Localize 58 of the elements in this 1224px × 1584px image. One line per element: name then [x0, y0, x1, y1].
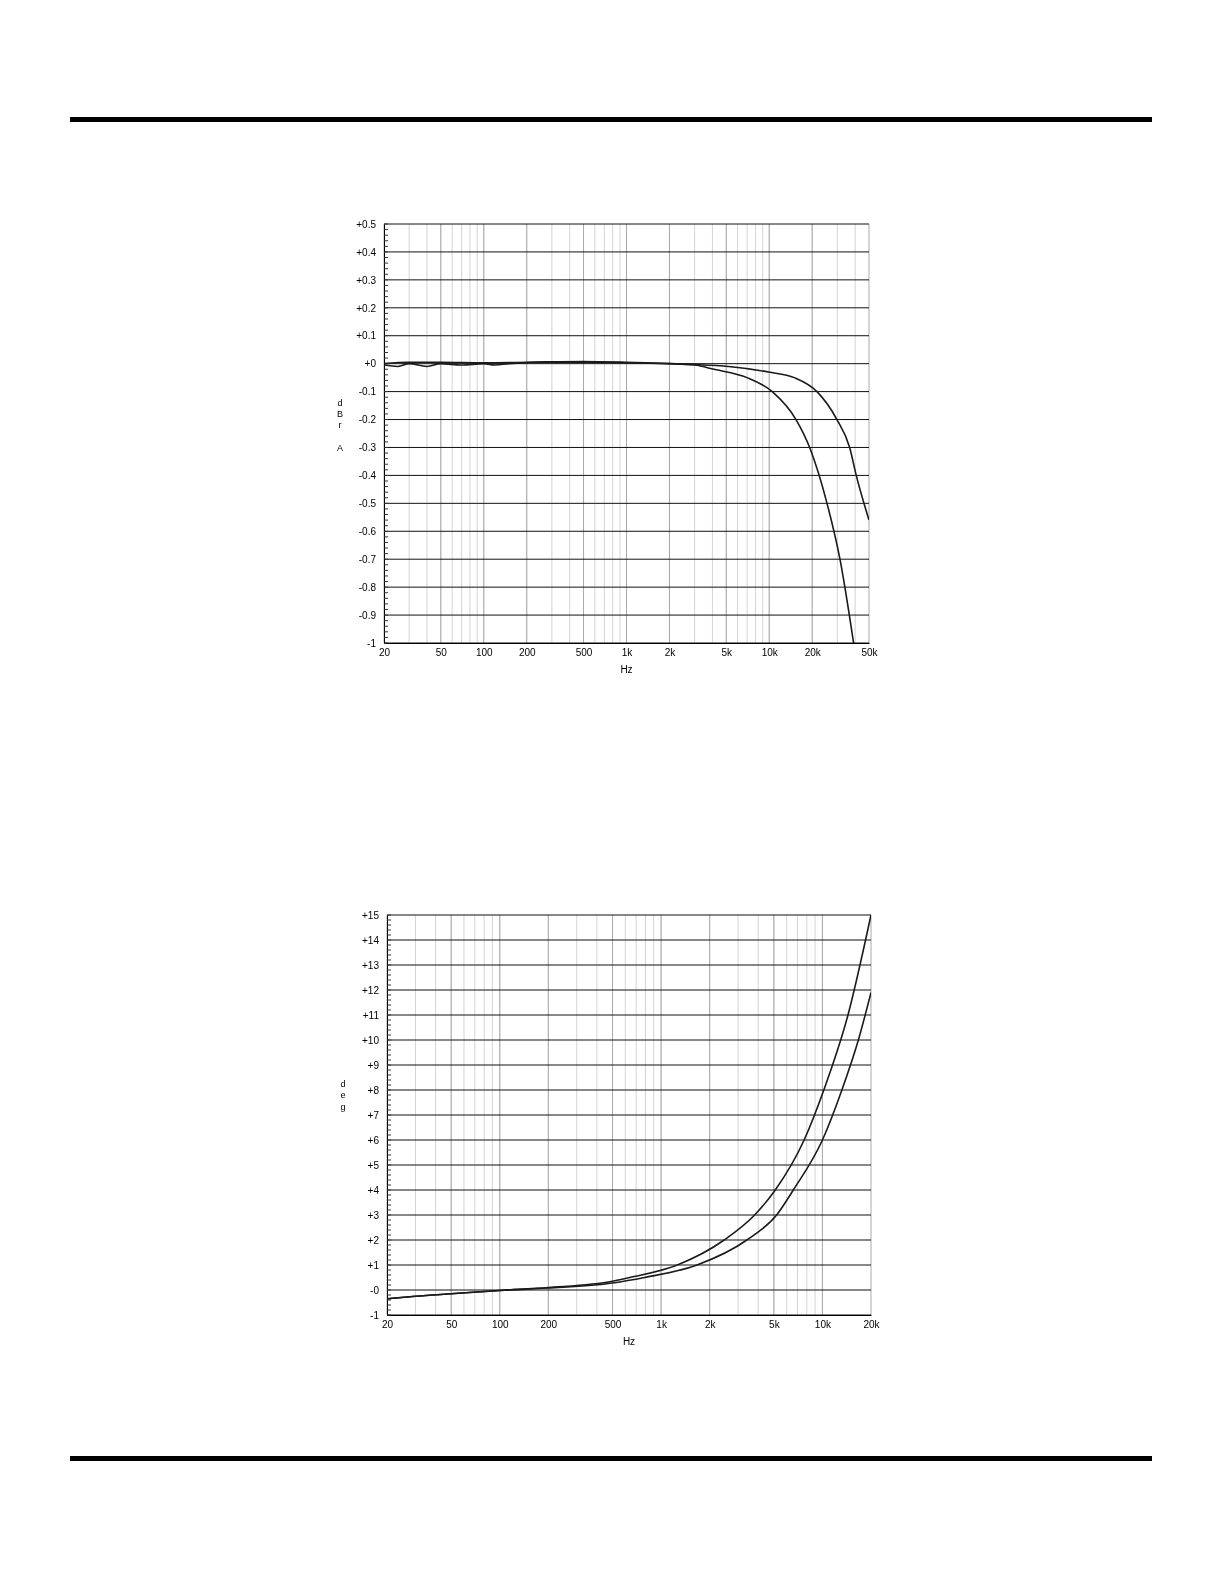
x-tick-label: 500 — [604, 1319, 622, 1331]
x-tick-label: 50k — [861, 647, 879, 659]
y-tick-label: -0.3 — [358, 442, 377, 454]
x-tick-label: 1k — [621, 647, 634, 659]
y-tick-label: -1 — [367, 637, 377, 649]
y-tick-label: -0.1 — [358, 386, 377, 398]
x-tick-label: 20 — [378, 647, 391, 659]
x-tick-label: 100 — [475, 647, 494, 659]
y-tick-label: -0.6 — [358, 525, 377, 537]
text: dBr A — [336, 397, 344, 453]
y-tick-label: +0.4 — [356, 246, 377, 258]
x-tick-label: 5k — [721, 647, 734, 659]
y-tick-label: +0.1 — [356, 330, 377, 342]
x-tick-label: 10k — [761, 647, 779, 659]
y-tick-label: +0 — [364, 358, 377, 370]
y-tick-label: -1 — [370, 1309, 380, 1321]
x-tick-label: 100 — [491, 1319, 510, 1331]
y-tick-label: +0.5 — [356, 218, 377, 230]
y-axis-title: deg — [340, 1079, 346, 1112]
x-tick-label: 50 — [435, 647, 448, 659]
y-tick-label: +14 — [362, 934, 380, 946]
x-tick-label: 2k — [704, 1319, 717, 1331]
y-tick-label: -0.8 — [358, 581, 377, 593]
x-axis-title: Hz — [622, 1336, 636, 1347]
y-tick-label: +0.3 — [356, 274, 377, 286]
y-tick-label: +6 — [367, 1134, 380, 1146]
y-tick-label: -0 — [370, 1284, 380, 1296]
y-tick-label: +7 — [367, 1109, 380, 1121]
y-tick-label: -0.7 — [358, 553, 377, 565]
x-tick-label: 200 — [518, 647, 537, 659]
y-tick-label: -0.2 — [358, 414, 377, 426]
y-tick-label: +8 — [367, 1084, 380, 1096]
x-tick-label: 1k — [656, 1319, 668, 1331]
y-tick-label: +5 — [367, 1159, 380, 1171]
x-tick-label: 10k — [814, 1319, 832, 1331]
y-tick-label: +11 — [362, 1009, 380, 1021]
y-tick-label: -0.5 — [358, 498, 377, 510]
x-tick-label: 200 — [540, 1319, 558, 1331]
x-axis-title: Hz — [620, 664, 633, 675]
y-tick-label: +2 — [367, 1234, 380, 1246]
y-tick-label: +13 — [362, 959, 380, 971]
y-tick-label: +12 — [362, 984, 380, 996]
y-tick-label: +0.2 — [356, 302, 377, 314]
y-tick-label: -0.9 — [358, 609, 377, 621]
x-tick-label: 20k — [804, 647, 822, 659]
x-tick-label: 500 — [575, 647, 593, 659]
x-tick-label: 20k — [863, 1319, 881, 1331]
x-tick-label: 2k — [664, 647, 677, 659]
y-tick-label: +3 — [367, 1209, 380, 1221]
x-tick-label: 50 — [446, 1319, 458, 1331]
y-tick-label: -0.4 — [358, 470, 377, 482]
x-tick-label: 5k — [769, 1319, 781, 1331]
y-tick-label: +4 — [367, 1184, 380, 1196]
y-tick-label: +9 — [367, 1059, 380, 1071]
y-tick-label: +15 — [362, 909, 380, 921]
y-tick-label: +1 — [367, 1259, 380, 1271]
y-tick-label: +10 — [362, 1034, 380, 1046]
x-tick-label: 20 — [381, 1319, 394, 1331]
